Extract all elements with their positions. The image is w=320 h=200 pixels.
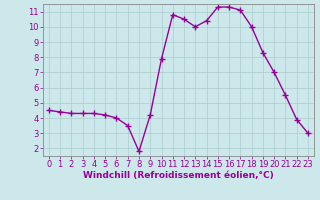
X-axis label: Windchill (Refroidissement éolien,°C): Windchill (Refroidissement éolien,°C) <box>83 171 274 180</box>
